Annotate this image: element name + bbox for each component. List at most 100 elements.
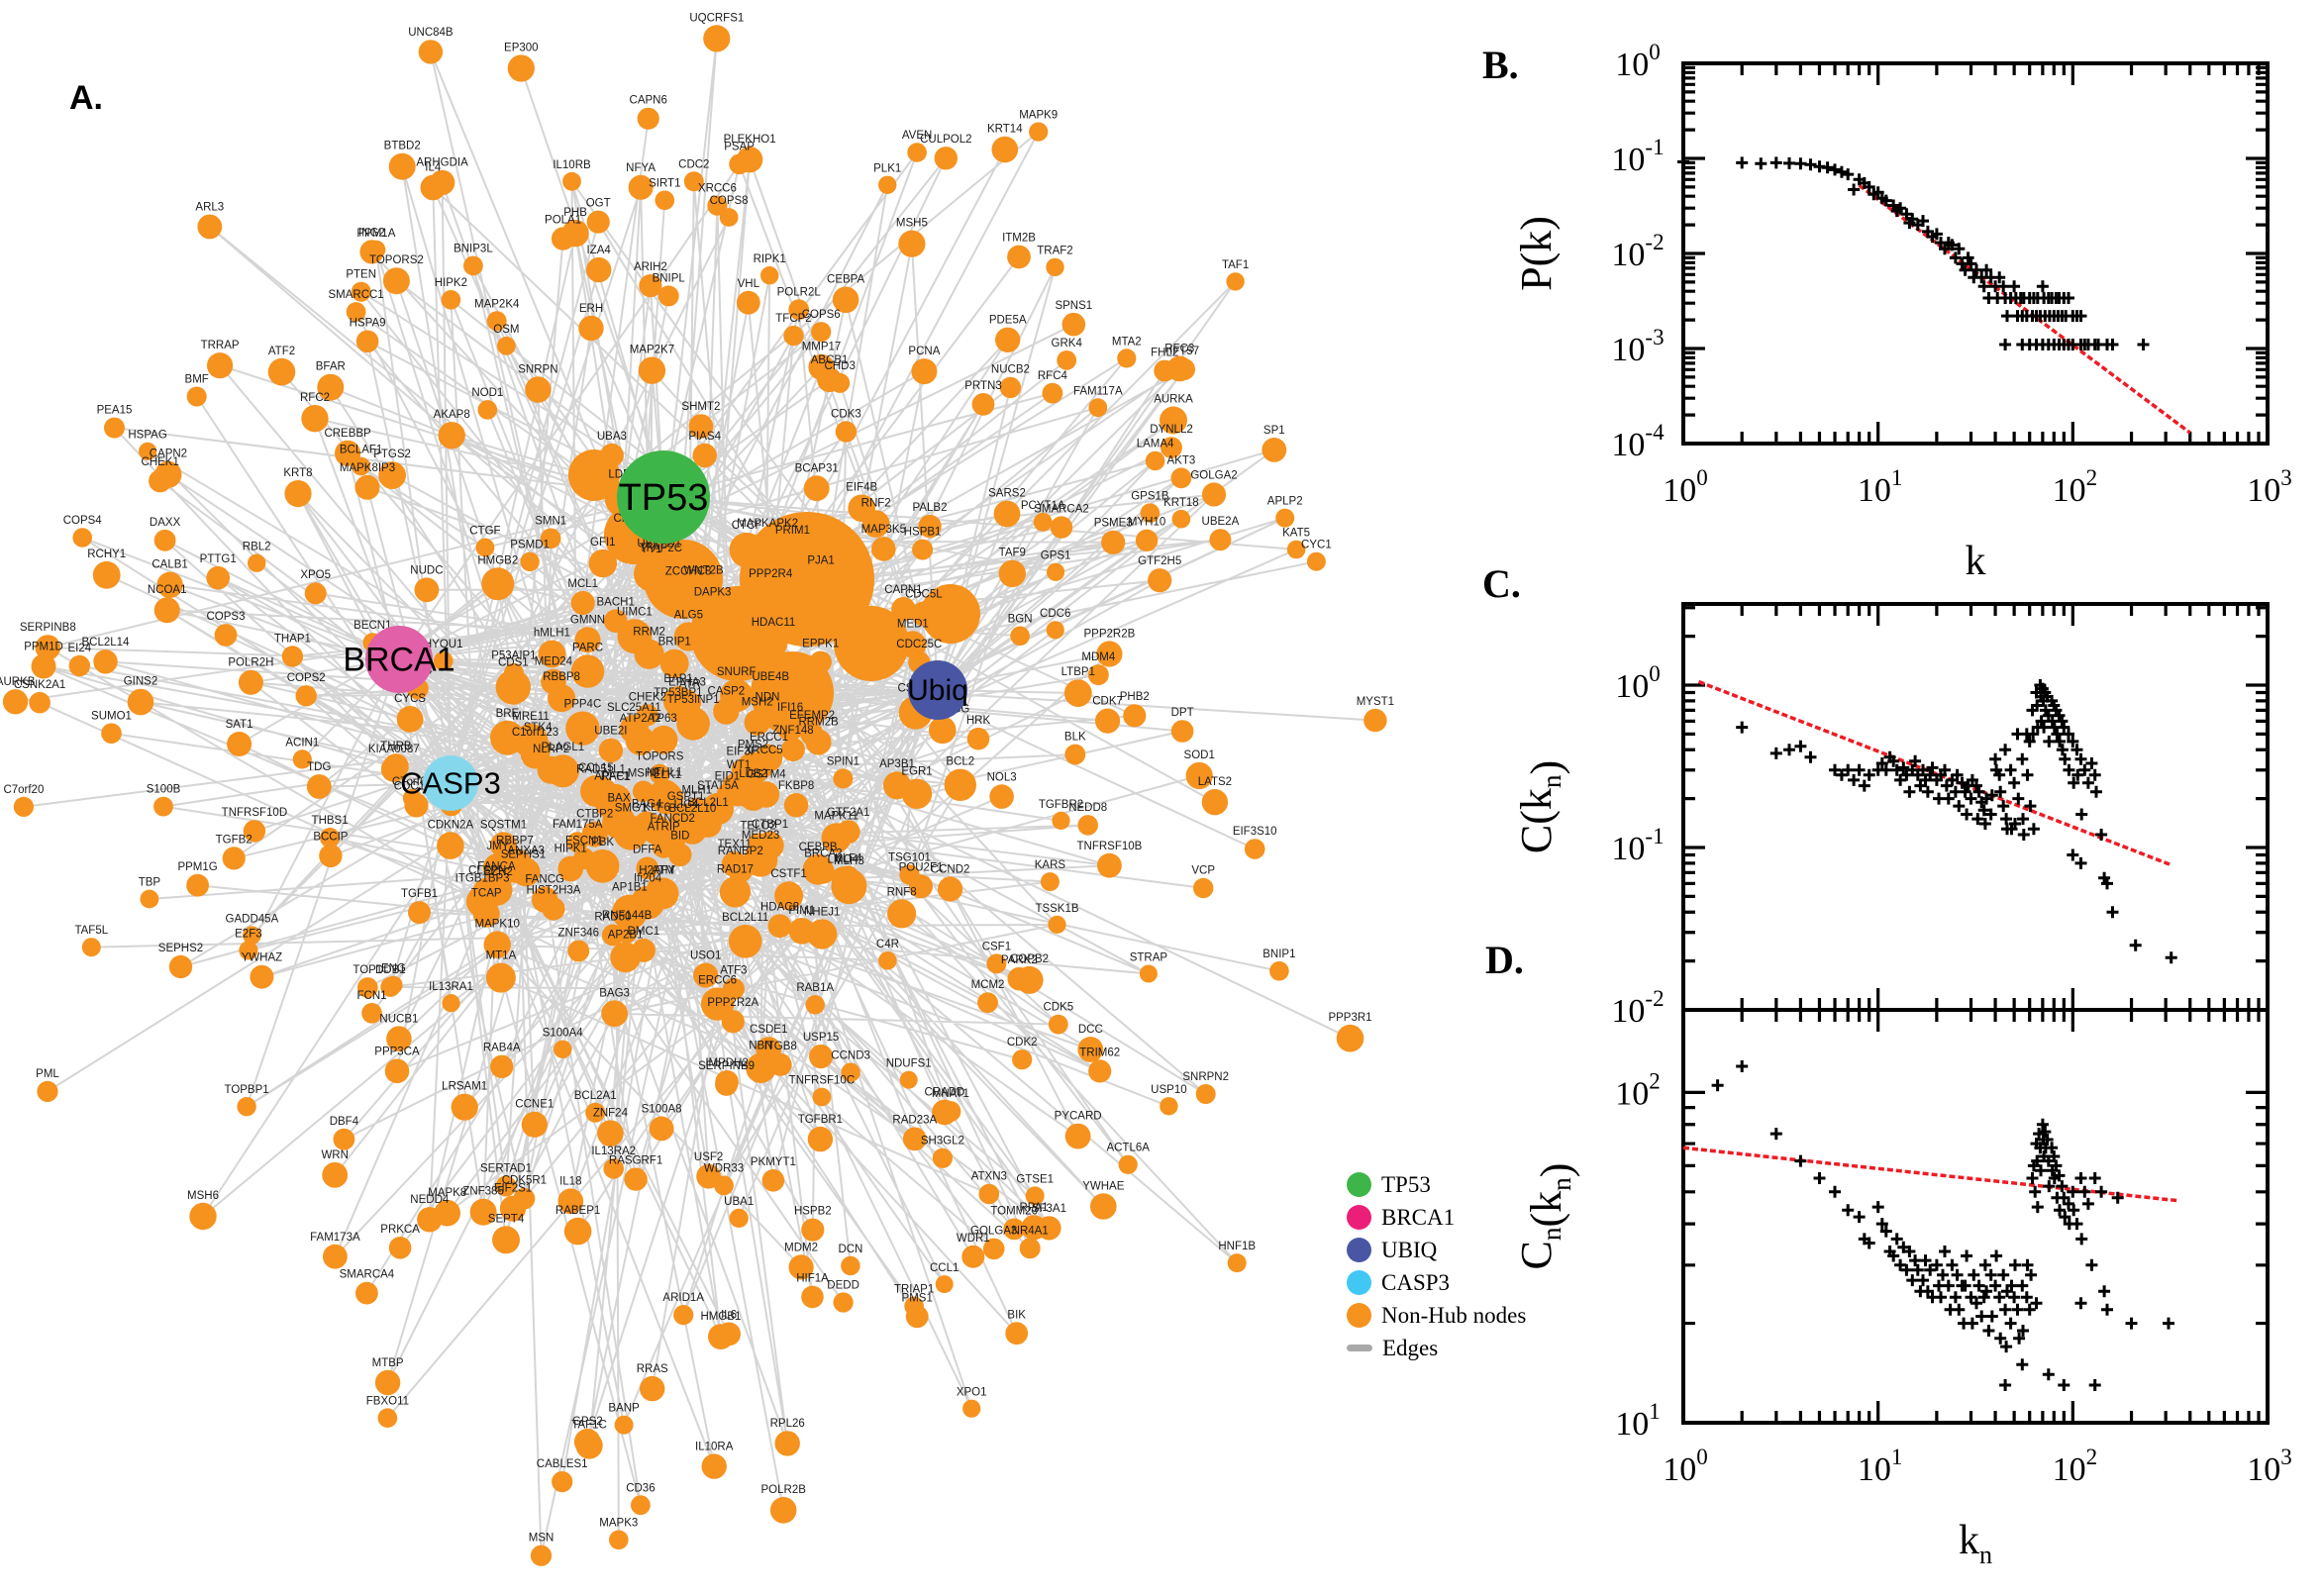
protein-node: [899, 631, 927, 658]
protein-node-label: IFT57: [1169, 346, 1199, 357]
protein-node-label: COPS8: [710, 195, 749, 207]
protein-node-label: CCL1: [930, 1262, 959, 1274]
protein-node-label: STAT5A: [697, 780, 739, 792]
protein-node-label: BNIPL: [653, 273, 686, 285]
protein-node: [284, 480, 312, 508]
protein-node: [991, 136, 1019, 163]
protein-node: [570, 654, 605, 688]
protein-node-label: DBF4: [330, 1116, 359, 1128]
protein-node: [68, 654, 91, 677]
protein-node: [1064, 1123, 1091, 1149]
protein-node: [938, 876, 963, 902]
protein-node-label: RBL2: [243, 542, 271, 553]
protein-node-label: MAPK11: [814, 810, 858, 822]
protein-node: [578, 315, 604, 342]
protein-node: [801, 1285, 824, 1309]
protein-node: [37, 1080, 58, 1102]
protein-node-label: CDK2: [1007, 1037, 1038, 1048]
protein-node: [617, 619, 653, 654]
protein-node: [396, 706, 424, 733]
y-axis-title: P(k): [1512, 216, 1561, 291]
protein-node-label: PPM1D: [24, 642, 63, 653]
protein-node-label: PLK1: [873, 163, 901, 175]
protein-node-label: HMGB1: [700, 1311, 741, 1323]
protein-node-label: BRIP1: [658, 637, 691, 648]
protein-node-label: TGFB1: [401, 888, 438, 900]
protein-node: [495, 1175, 517, 1197]
protein-node-label: IL6: [721, 1310, 737, 1322]
protein-node: [322, 1161, 349, 1188]
protein-node: [807, 919, 838, 949]
protein-node-label: TGFBR1: [798, 1114, 843, 1126]
protein-node-label: CSTF1: [770, 868, 806, 880]
protein-node: [475, 538, 495, 557]
chart-C: 100 10-1 10-2 C(kn): [1512, 602, 2270, 1030]
protein-node-label: ATF3: [720, 965, 747, 977]
x-tick-label: 100: [1663, 465, 1708, 509]
protein-node-label: RRM2B: [798, 717, 839, 729]
legend-label: Non-Hub nodes: [1381, 1302, 1527, 1328]
protein-node-label: IL13RA1: [429, 981, 473, 993]
protein-node-label: CALB1: [152, 559, 187, 571]
protein-node: [388, 1237, 412, 1259]
protein-node-label: CASP2: [707, 685, 745, 697]
protein-node-label: MNAT1: [932, 1088, 969, 1100]
protein-node: [1195, 1084, 1216, 1104]
protein-node: [206, 565, 230, 590]
protein-node: [304, 582, 327, 605]
protein-node: [490, 720, 525, 755]
protein-node: [882, 771, 912, 800]
protein-node-label: HRK: [966, 715, 991, 727]
protein-node-label: ATXN3: [971, 1171, 1007, 1183]
legend-label: TP53: [1381, 1171, 1431, 1197]
protein-node: [1003, 1218, 1026, 1241]
protein-node: [1090, 1193, 1117, 1220]
protein-node: [729, 153, 750, 175]
protein-node-label: TAF5L: [74, 925, 108, 937]
protein-node: [243, 926, 261, 945]
protein-node-label: RASGRF1: [609, 1154, 662, 1166]
protein-node: [603, 1158, 624, 1179]
protein-node-label: FAM175A: [553, 819, 603, 831]
protein-node: [688, 414, 714, 439]
protein-node-label: CDK3: [831, 408, 861, 420]
protein-node: [631, 938, 656, 962]
protein-node-label: CTBP2: [576, 809, 613, 821]
protein-node-label: SARS2: [988, 488, 1026, 500]
protein-node-label: SPNS1: [1055, 300, 1092, 312]
protein-node-label: PALB2: [913, 502, 948, 514]
protein-node: [238, 669, 263, 695]
protein-node-label: RNF144B: [602, 910, 653, 922]
protein-node: [546, 754, 579, 788]
protein-node-label: PEA15: [97, 405, 133, 417]
node-color-swatch: [1347, 1270, 1371, 1295]
protein-node-label: PPP2R4: [749, 568, 793, 580]
legend-item-non-hub-nodes: Non-Hub nodes: [1347, 1299, 1526, 1332]
protein-node-label: PMS2: [738, 740, 768, 751]
protein-node-label: SNRPN: [518, 363, 557, 375]
protein-node-label: FSCN1: [565, 835, 603, 847]
protein-node: [1148, 568, 1172, 593]
protein-node-label: BCCIP: [313, 832, 348, 844]
y-tick-label: 10-2: [1611, 230, 1664, 273]
protein-node: [632, 780, 655, 803]
protein-node-label: BAG3: [599, 988, 630, 1000]
scatter-points: [1677, 155, 2150, 350]
protein-node-label: EID1: [715, 770, 741, 782]
protein-node-label: TSG101: [888, 851, 931, 863]
protein-node-label: TGFBR2: [1039, 799, 1083, 811]
protein-node-label: ZNF385: [462, 1186, 504, 1198]
protein-node: [871, 537, 896, 561]
y-tick-label: 101: [1615, 1399, 1661, 1443]
protein-node: [497, 848, 533, 883]
protein-node-label: HIPK1: [555, 844, 587, 855]
protein-node: [1019, 1238, 1041, 1259]
protein-node: [624, 1167, 648, 1191]
protein-node-label: MAP3K5: [861, 524, 906, 536]
protein-node-label: Ifi204: [634, 873, 662, 885]
nodes-layer: [2, 25, 1387, 1566]
protein-node: [189, 1202, 217, 1231]
protein-node: [962, 1399, 981, 1418]
power-law-fit-line: [1697, 679, 2172, 867]
